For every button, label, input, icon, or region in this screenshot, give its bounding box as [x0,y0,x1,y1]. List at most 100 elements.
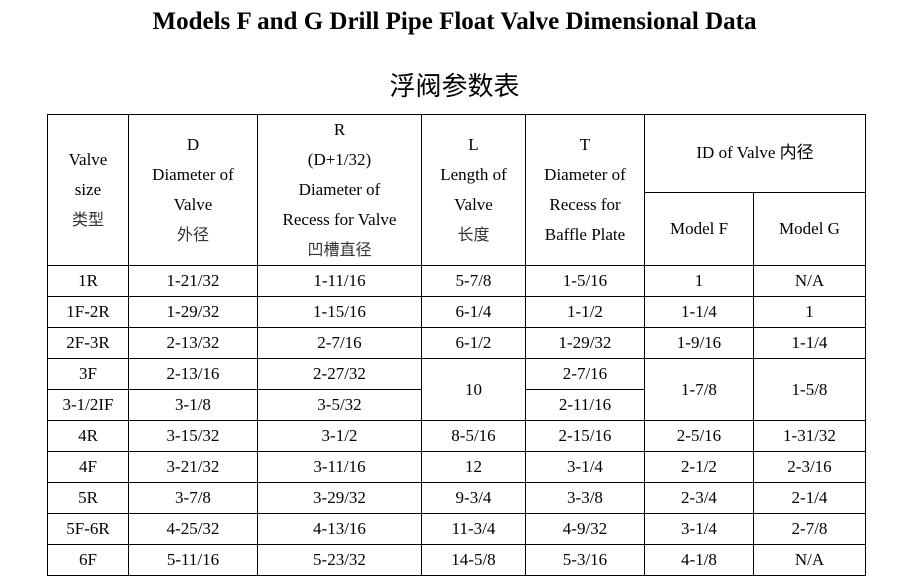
header-cell: Valve size 类型 [47,114,129,266]
table-cell: 1-15/16 [257,296,422,328]
table-cell: 5F-6R [47,513,129,545]
table-cell: 3-21/32 [128,451,258,483]
table-cell: 1-1/4 [753,327,866,359]
table-row: 6F 5-11/16 5-23/32 14-5/8 5-3/16 4-1/8 N/A [47,544,866,576]
header-line: Diameter of [152,165,234,184]
table-cell: 5-3/16 [525,544,645,576]
table-cell: 1 [753,296,866,328]
table-cell: 2-27/32 [257,358,422,390]
table-cell: 4-1/8 [644,544,754,576]
header-line: 长度 [457,225,490,244]
table-cell: 3-5/32 [257,389,422,421]
table-row: 2F-3R 2-13/32 2-7/16 6-1/2 1-29/32 1-9/16 1-1/… [47,327,866,359]
table-cell: 4R [47,420,129,452]
header-line: 凹槽直径 [307,240,372,259]
header-line: 外径 [176,225,209,244]
table-cell: 2-1/4 [753,482,866,514]
table-cell: 1F-2R [47,296,129,328]
header-line: Recess for Valve [282,210,397,229]
table-row: 3F 2-13/16 2-27/32 10 2-7/16 1-7/8 1-5/8 [47,358,866,421]
table-cell: 2-7/16 [525,358,645,390]
table-cell: 4F [47,451,129,483]
table-cell: 3-11/16 [257,451,422,483]
table-cell: 6F [47,544,129,576]
table-cell: 1-11/16 [257,265,422,297]
table-row: 1F-2R 1-29/32 1-15/16 6-1/4 1-1/2 1-1/4 1 [47,296,866,328]
table-cell: 1-5/16 [525,265,645,297]
header-line: Valve [68,150,108,169]
table-cell: 2-5/16 [644,420,754,452]
header-row: Model F Model G [48,191,866,266]
header-line: T [579,135,591,154]
table-cell: 2-3/16 [753,451,866,483]
table-cell: 10 [421,358,526,421]
subtitle: 浮阀参数表 [389,72,520,102]
table-cell: 3F [47,358,129,390]
header-cell: Model F [644,191,754,266]
table-cell: 1-29/32 [525,327,645,359]
table-cell: N/A [753,544,866,576]
table-cell: 12 [421,451,526,483]
table-cell: 2F-3R [47,327,129,359]
header-line: Diameter of [544,165,626,184]
table-cell: 2-1/2 [644,451,754,483]
header-line: Baffle Plate [544,225,626,244]
table-cell: 3-15/32 [128,420,258,452]
table-cell: 1-9/16 [644,327,754,359]
header-line: Valve [454,195,493,214]
table-cell: 6-1/4 [421,296,526,328]
table-cell: 2-7/8 [753,513,866,545]
table-cell: 5-23/32 [257,544,422,576]
table-cell: 8-5/16 [421,420,526,452]
header-cell: R (D+1/32) Diameter of Recess for Valve 凹槽直径 [257,114,422,266]
header-cell: T Diameter of Recess for Baffle Plate [525,114,645,266]
table-row: 1R 1-21/32 1-11/16 5-7/8 1-5/16 1 N/A [47,265,866,297]
table-cell: 3-29/32 [257,482,422,514]
table-cell: 1-1/2 [525,296,645,328]
table-cell: 1-7/8 [644,358,754,421]
header-line: 类型 [71,210,104,229]
table-row: 5F-6R 4-25/32 4-13/16 11-3/4 4-9/32 3-1/4 2-7/… [47,513,866,545]
table-cell: 2-11/16 [525,389,645,421]
table-cell: 3-1/4 [644,513,754,545]
data-table: Valve size 类型 D Diameter of Valve 外径 R (D+1/32) D… [47,114,866,576]
table-cell: 2-7/16 [257,327,422,359]
table-cell: 3-1/8 [128,389,258,421]
header-line: D [186,135,200,154]
table-cell: 4-9/32 [525,513,645,545]
table-cell: 3-7/8 [128,482,258,514]
table-cell: 1R [47,265,129,297]
table-cell: 3-1/4 [525,451,645,483]
table-cell: 1-1/4 [644,296,754,328]
table-row: 5R 3-7/8 3-29/32 9-3/4 3-3/8 2-3/4 2-1/4 [47,482,866,514]
table-cell: 1 [644,265,754,297]
table-cell: 5-11/16 [128,544,258,576]
table-cell: 2-3/4 [644,482,754,514]
table-cell: 5-7/8 [421,265,526,297]
header-line: Recess for [549,195,621,214]
table-cell: 4-25/32 [128,513,258,545]
header-row: Valve size 类型 D Diameter of Valve 外径 R (D+1/32) D… [47,114,866,266]
header-line: Length of [440,165,507,184]
header-line: R [333,120,346,139]
table-cell: 5R [47,482,129,514]
header-line: Valve [173,195,213,214]
table-cell: N/A [753,265,866,297]
title: Models F and G Drill Pipe Float Valve Di… [152,8,757,35]
header-group: ID of Valve 内径 [644,114,866,193]
table-row: 3-1/2IF 3-1/8 3-5/32 2-11/16 [47,389,866,421]
table-cell: 1-21/32 [128,265,258,297]
table-cell: 1-5/8 [753,358,866,421]
table-cell: 9-3/4 [421,482,526,514]
table-cell: 2-13/32 [128,327,258,359]
table-cell: 2-13/16 [128,358,258,390]
header-line: L [468,135,479,154]
header-line: (D+1/32) [307,150,372,169]
header-cell: D Diameter of Valve 外径 [128,114,258,266]
header-cell: Model G [753,191,866,266]
table-cell: 4-13/16 [257,513,422,545]
table-cell: 11-3/4 [421,513,526,545]
table-cell: 3-1/2 [257,420,422,452]
table-cell: 3-1/2IF [47,389,129,421]
